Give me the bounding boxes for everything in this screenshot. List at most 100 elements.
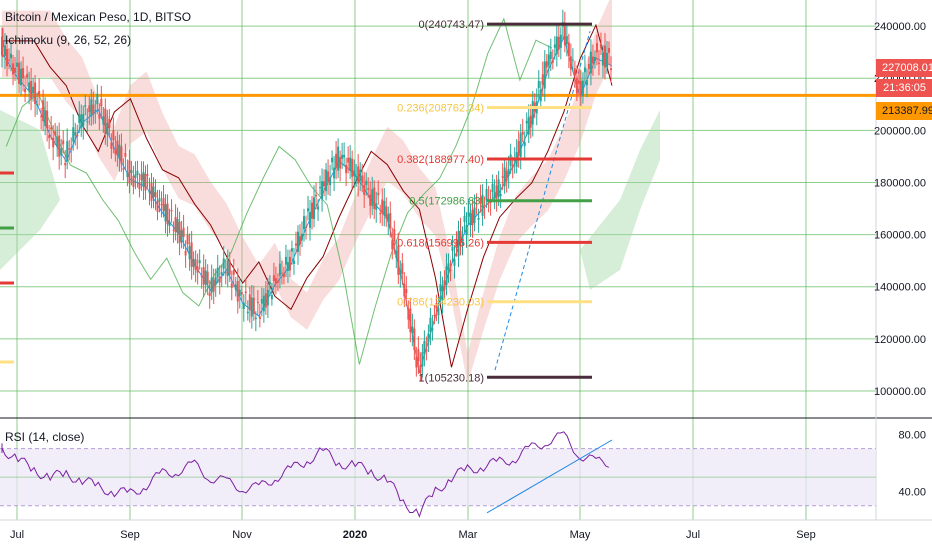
candle-body: [296, 231, 299, 253]
rsi-tick-label: 40.00: [898, 486, 926, 498]
rsi-trend-line: [486, 439, 613, 514]
candle-body: [72, 127, 75, 142]
candle-body: [585, 80, 588, 86]
candle-body: [519, 133, 522, 157]
candle-body: [220, 272, 223, 275]
candle-body: [413, 328, 416, 350]
candle-body: [136, 170, 139, 175]
candle-body: [34, 82, 37, 105]
candle-body: [86, 121, 89, 123]
candle-body: [162, 198, 165, 211]
candle-body: [517, 141, 520, 156]
candle-body: [511, 165, 514, 168]
candle-body: [176, 218, 179, 233]
candle-body: [389, 213, 392, 229]
candle-body: [445, 266, 448, 286]
candle-body: [461, 236, 464, 247]
rsi-line: [1, 431, 610, 518]
candle-body: [278, 263, 281, 276]
candle-body: [603, 45, 606, 68]
candle-body: [144, 173, 147, 191]
candle-body: [286, 262, 289, 271]
candle-body: [128, 160, 131, 184]
candle-body: [146, 174, 149, 176]
candle-body: [192, 258, 195, 267]
candle-body: [399, 269, 402, 275]
candle-body: [579, 80, 582, 97]
candle-body: [272, 275, 275, 282]
time-tick-label: Jul: [10, 529, 24, 541]
candle-body: [298, 236, 301, 245]
candle-body: [607, 48, 610, 53]
candle-body: [501, 176, 504, 178]
candle-body: [351, 158, 354, 177]
candle-body: [497, 179, 500, 197]
candle-body: [304, 227, 307, 229]
candle-body: [228, 260, 231, 275]
candle-body: [150, 183, 153, 201]
candle-body: [110, 142, 113, 149]
candle-body: [14, 67, 17, 73]
candle-body: [455, 240, 458, 249]
candle-body: [477, 218, 480, 220]
candle-body: [102, 116, 105, 125]
candle-body: [212, 279, 215, 292]
candle-body: [178, 221, 181, 244]
candle-body: [601, 52, 604, 66]
candle-body: [80, 114, 83, 128]
candle-body: [581, 80, 584, 97]
candle-body: [22, 68, 25, 79]
candle-body: [453, 259, 456, 266]
candle-body: [531, 100, 534, 125]
candle-body: [563, 24, 566, 46]
price-tick-label: 140000.00: [874, 282, 926, 294]
candle-body: [459, 230, 462, 243]
candle-body: [377, 193, 380, 195]
candle-body: [555, 36, 558, 55]
rsi-legend[interactable]: RSI (14, close): [5, 430, 85, 444]
fib-levels[interactable]: 0(240743.47) 0.236(208762.34) 0.382(188977…: [397, 19, 592, 384]
candle-body: [88, 105, 91, 113]
candle-body: [307, 208, 310, 212]
candle-body: [529, 115, 532, 128]
candle-body: [475, 203, 478, 205]
candle-body: [327, 171, 330, 182]
candle-body: [357, 166, 360, 184]
candle-body: [599, 43, 602, 48]
rsi-pane: [0, 431, 876, 518]
candle-body: [527, 117, 530, 135]
candle-body: [437, 308, 440, 316]
symbol-title[interactable]: Bitcoin / Mexican Peso, 1D, BITSO: [5, 10, 192, 24]
candle-body: [232, 270, 235, 275]
candle-body: [345, 164, 348, 174]
candle-body: [200, 275, 203, 277]
candle-body: [42, 100, 45, 122]
candle-body: [407, 308, 410, 320]
candle-body: [84, 105, 87, 107]
kumo-left: [0, 110, 60, 270]
candle-body: [116, 140, 119, 156]
candle-body: [78, 114, 81, 123]
ichimoku-legend[interactable]: Ichimoku (9, 26, 52, 26): [5, 33, 132, 47]
candle-body: [256, 302, 259, 304]
candle-body: [2, 40, 5, 48]
candles: [1, 9, 612, 382]
candle-body: [419, 365, 422, 374]
candle-body: [335, 153, 338, 168]
candle-body: [551, 60, 554, 63]
candle-body: [90, 99, 93, 117]
candle-body: [226, 260, 229, 276]
candle-body: [124, 152, 127, 157]
candle-body: [557, 36, 560, 50]
candle-body: [479, 197, 482, 204]
candle-body: [246, 311, 249, 314]
candle-body: [439, 284, 442, 292]
kumo-bear: [2, 0, 612, 385]
candle-body: [108, 119, 111, 129]
candle-body: [339, 157, 342, 169]
candle-body: [539, 89, 542, 102]
candle-body: [70, 148, 73, 150]
candle-body: [471, 209, 474, 226]
